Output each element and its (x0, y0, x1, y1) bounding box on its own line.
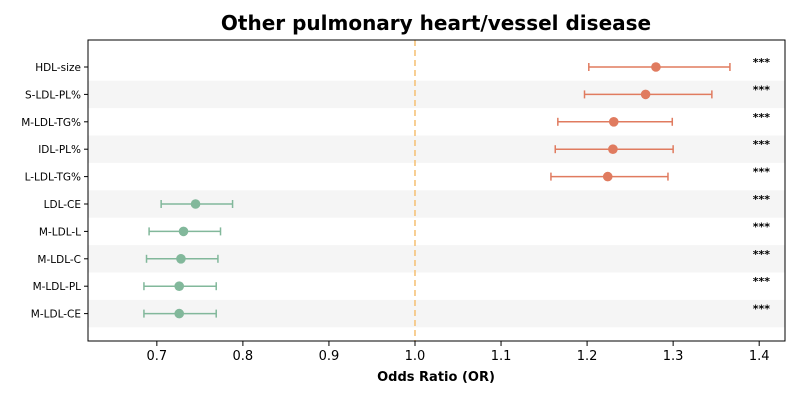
x-tick-label: 1.1 (491, 349, 512, 364)
point-estimate (651, 62, 661, 72)
x-tick-label: 1.4 (749, 349, 770, 364)
x-tick-label: 0.9 (319, 349, 340, 364)
point-estimate (602, 171, 613, 182)
x-tick-label: 0.7 (146, 349, 167, 364)
y-tick-label: M-LDL-C (37, 254, 81, 266)
y-tick-label: M-LDL-PL (33, 281, 82, 293)
point-estimate (608, 117, 619, 127)
significance-label: *** (753, 166, 771, 179)
point-estimate (190, 199, 201, 209)
point-estimate (176, 253, 186, 264)
row-shade (88, 135, 785, 163)
plot-frame (87, 39, 786, 342)
point-estimate (608, 144, 618, 154)
y-tick-label: M-LDL-CE (31, 309, 81, 321)
point-estimate (178, 226, 189, 237)
significance-label: *** (753, 220, 771, 233)
significance-label: *** (753, 248, 771, 261)
x-tick-label: 1.2 (577, 349, 598, 364)
x-axis-label: Odds Ratio (OR) (377, 370, 495, 385)
significance-label: *** (753, 138, 771, 151)
y-tick-label: M-LDL-L (39, 226, 81, 238)
point-estimate (174, 281, 185, 292)
significance-labels: *** *** *** *** *** *** *** *** *** *** (753, 56, 771, 316)
y-tick-label: S-LDL-PL% (25, 89, 81, 101)
significance-label: *** (753, 111, 771, 124)
significance-label: *** (753, 275, 771, 288)
point-estimate (640, 89, 651, 100)
x-tick-label: 1.0 (405, 349, 426, 364)
point-estimate-layer (174, 62, 661, 319)
y-tick-label: M-LDL-TG% (21, 117, 81, 129)
significance-label: *** (753, 83, 771, 96)
x-axis: 0.7 0.8 0.9 1.0 1.1 1.2 1.3 1.4 (146, 341, 770, 364)
x-tick-label: 0.8 (233, 349, 254, 364)
significance-label: *** (753, 303, 771, 316)
y-tick-label: LDL-CE (44, 199, 81, 211)
x-tick-label: 1.3 (663, 349, 684, 364)
chart-title: Other pulmonary heart/vessel disease (221, 11, 651, 35)
y-tick-label: HDL-size (35, 62, 81, 74)
y-axis: HDL-size S-LDL-PL% M-LDL-TG% IDL-PL% L-LDL-T… (21, 62, 88, 321)
point-estimate (174, 308, 185, 319)
significance-label: *** (753, 56, 771, 69)
significance-label: *** (753, 193, 771, 206)
y-tick-label: IDL-PL% (38, 144, 81, 156)
y-tick-label: L-LDL-TG% (25, 172, 81, 184)
